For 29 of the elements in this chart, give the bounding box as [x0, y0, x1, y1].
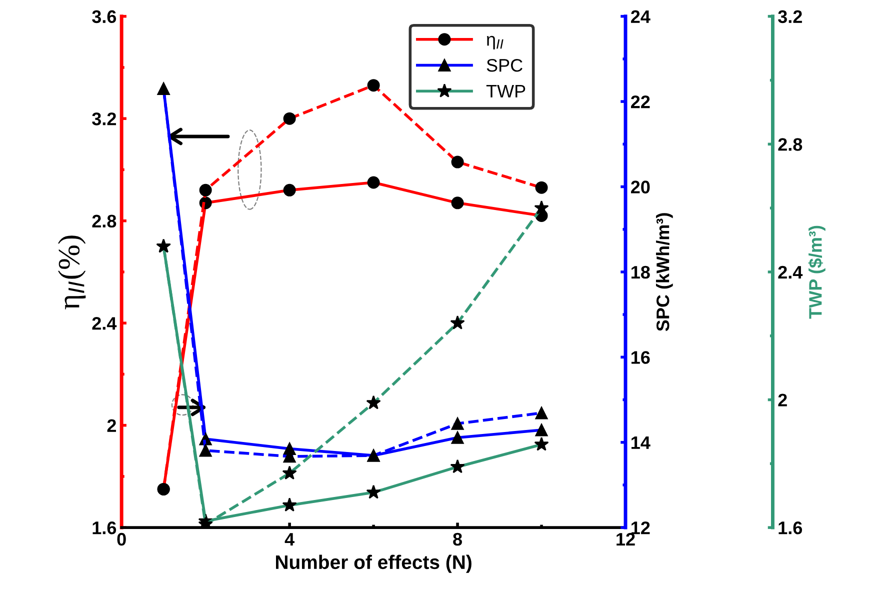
y-tick-label: 2.4	[92, 317, 117, 330]
y2-tick-label: 16	[632, 351, 650, 364]
y2-tick-label: 20	[630, 180, 650, 194]
y2-tick-label: 12	[632, 521, 650, 534]
x-tick-label: 4	[284, 533, 294, 546]
y3-tick-label: 2.4	[778, 266, 803, 278]
legend-label: η$_{II}$	[486, 36, 504, 50]
x-tick-label: 12	[616, 532, 635, 546]
y-tick-label: 3.2	[92, 112, 116, 126]
x-tick-label: 0	[117, 532, 126, 546]
y2-axis-title: SPC (kWh/m³)	[656, 213, 673, 332]
y2-tick-label: 14	[632, 436, 650, 449]
y3-axis-title: TWP ($/m³)	[808, 226, 826, 319]
legend-label: TWP	[486, 85, 526, 98]
y-tick-label: 2	[107, 419, 116, 432]
y-tick-label: 1.6	[92, 521, 116, 534]
y3-tick-label: 3.2	[778, 10, 802, 24]
y3-tick-label: 2	[778, 394, 787, 406]
y3-tick-label: 1.6	[778, 521, 802, 534]
y2-tick-label: 18	[632, 266, 650, 279]
legend-label: SPC	[486, 58, 522, 72]
y-tick-label: 2.8	[92, 214, 116, 228]
y-tick-label: 3.6	[92, 10, 116, 24]
y2-tick-label: 22	[630, 95, 650, 108]
y3-tick-label: 2.8	[778, 138, 802, 151]
x-axis-title: Number of effects (N)	[276, 554, 472, 573]
y2-tick-label: 24	[630, 10, 650, 23]
y-axis-title: η$_{II}$(%)	[58, 236, 86, 310]
x-tick-label: 8	[453, 532, 462, 546]
